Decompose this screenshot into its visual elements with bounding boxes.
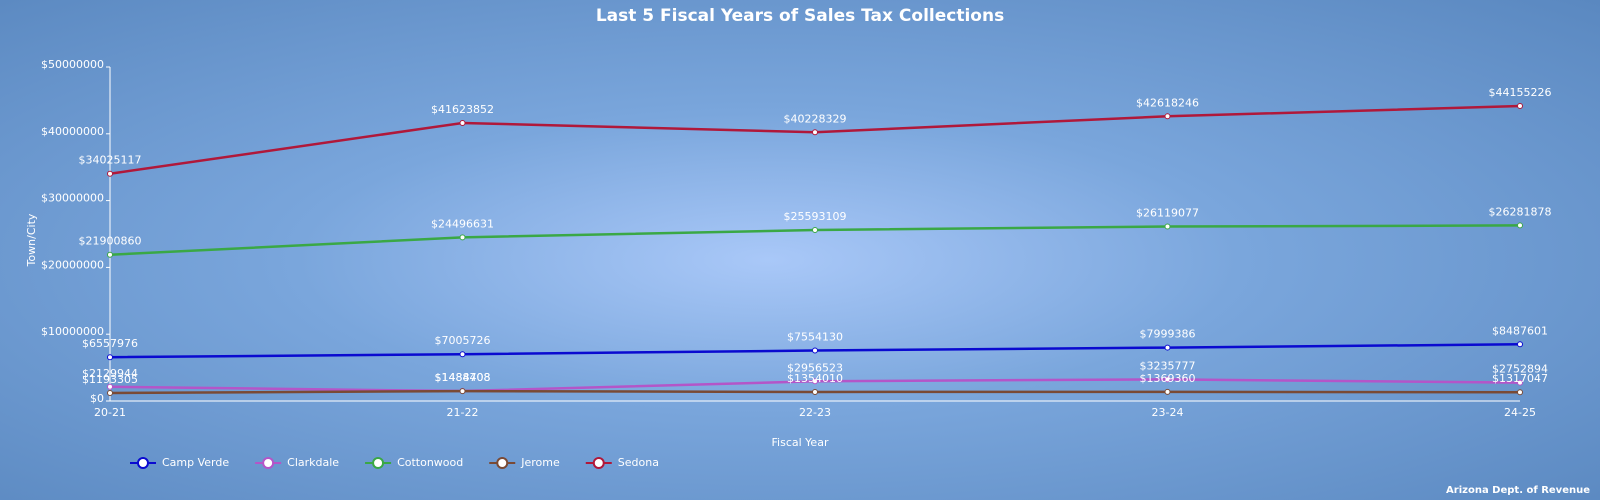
data-label: $34025117 [79, 154, 142, 167]
point [1517, 103, 1523, 110]
data-label: $1369360 [1140, 372, 1196, 385]
y-tick-label: $10000000 [41, 325, 104, 338]
data-label: $2956523 [787, 361, 843, 374]
data-label: $44155226 [1489, 86, 1552, 99]
point [459, 351, 466, 358]
point [107, 383, 113, 390]
y-tick-label: $0 [90, 392, 104, 405]
point [812, 347, 818, 354]
point [812, 129, 818, 136]
point [107, 354, 113, 361]
x-tick-label: 22-23 [799, 406, 831, 419]
legend-marker [137, 457, 149, 469]
y-tick-label: $20000000 [41, 258, 104, 271]
data-label: $2129944 [82, 367, 138, 380]
point [812, 378, 818, 385]
data-label: $2752894 [1492, 363, 1548, 376]
x-axis-title: Fiscal Year [772, 436, 829, 449]
data-label: $1484708 [435, 371, 491, 384]
data-label: $7999386 [1140, 328, 1196, 341]
y-tick-label: $40000000 [41, 125, 104, 138]
point [812, 227, 818, 234]
point [1517, 341, 1523, 348]
legend-label: Jerome [520, 456, 560, 469]
legend-item[interactable]: Clarkdale [255, 456, 339, 469]
point [107, 251, 113, 258]
legend-marker [592, 457, 605, 469]
point [1164, 376, 1171, 383]
point [1164, 223, 1171, 230]
x-tick-label: 20-21 [94, 406, 126, 419]
data-label: $1354010 [787, 372, 843, 385]
x-tick-label: 23-24 [1152, 406, 1184, 419]
data-label: $6557976 [82, 337, 138, 350]
data-label: $26281878 [1489, 205, 1552, 218]
data-label: $1193305 [82, 373, 138, 386]
y-tick-label: $50000000 [41, 58, 104, 71]
y-tick-label: $30000000 [41, 192, 104, 205]
data-label: $1317047 [1492, 372, 1548, 385]
legend-label: Camp Verde [162, 456, 229, 469]
legend-label: Clarkdale [287, 456, 339, 469]
data-label: $25593109 [784, 210, 847, 223]
point [107, 170, 113, 177]
x-tick-label: 21-22 [447, 406, 479, 419]
legend-item[interactable]: Jerome [489, 456, 560, 469]
y-axis-title: Town/City [25, 213, 38, 267]
point [1517, 389, 1523, 396]
data-label: $24496631 [431, 217, 494, 230]
data-label: $1488408 [435, 371, 491, 384]
data-label: $8487601 [1492, 324, 1548, 337]
legend-item[interactable]: Cottonwood [365, 456, 463, 469]
legend-label: Sedona [618, 456, 659, 469]
credit: Arizona Dept. of Revenue [1446, 485, 1590, 496]
data-label: $41623852 [431, 103, 494, 116]
point [459, 119, 466, 126]
data-label: $7005726 [435, 334, 491, 347]
point [1164, 113, 1171, 120]
data-label: $21900860 [79, 235, 142, 248]
data-label: $7554130 [787, 331, 843, 344]
legend-label: Cottonwood [397, 456, 463, 469]
point [459, 234, 466, 241]
legend-marker [496, 457, 509, 469]
point [1164, 388, 1171, 395]
point [1164, 344, 1171, 351]
x-tick-label: 24-25 [1504, 406, 1536, 419]
point [812, 388, 818, 395]
legend-item[interactable]: Camp Verde [130, 456, 229, 469]
legend-marker [262, 457, 275, 469]
point [1517, 379, 1523, 386]
point [107, 390, 113, 397]
legend-item[interactable]: Sedona [585, 456, 659, 469]
data-label: $40228329 [784, 112, 847, 125]
chart-title: Last 5 Fiscal Years of Sales Tax Collect… [596, 6, 1004, 26]
data-label: $26119077 [1136, 207, 1199, 220]
point [1517, 222, 1523, 229]
data-label: $3235777 [1140, 359, 1196, 372]
data-label: $42618246 [1136, 96, 1199, 109]
point [459, 388, 466, 395]
legend-marker [372, 457, 385, 469]
